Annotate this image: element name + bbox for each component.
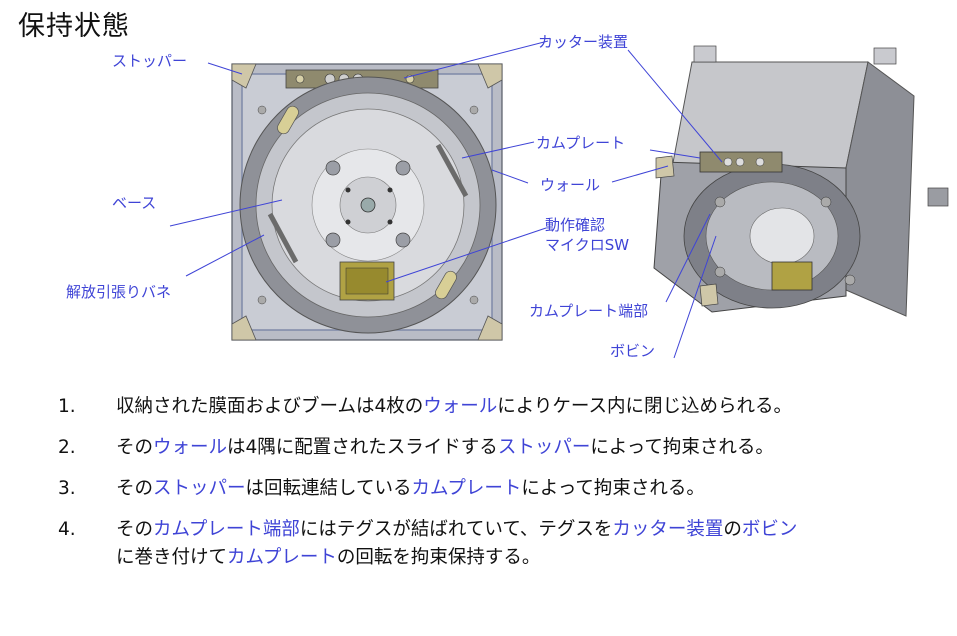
leader-stopper [207,62,243,75]
label-bobbin: ボビン [610,342,656,360]
label-cam-end: カムプレート端部 [529,302,649,320]
step-number: 3. [58,478,76,499]
step-number: 2. [58,437,76,458]
leader-switch [385,227,547,283]
leader-cam-plate-iso [649,149,701,159]
label-switch-line2: マイクロSW [545,236,630,254]
label-stopper: ストッパー [112,52,188,70]
stopper-bottom-left [231,315,257,341]
step-list: 1. 収納された膜面およびブームは4枚のウォールによりケース内に閉じ込められる。… [58,393,938,585]
front-spring-right [435,143,469,198]
page-title: 保持状態 [18,11,130,42]
step-item: 3. そのストッパーは回転連結しているカムプレートによって拘束される。 [58,475,938,503]
step-item: 1. 収納された膜面およびブームは4枚のウォールによりケース内に閉じ込められる。 [58,393,938,421]
label-cutter: カッター装置 [538,33,629,51]
front-view [231,63,503,341]
leader-base [169,199,283,227]
stopper-bottom-right [477,315,503,341]
iso-micro-switch [771,261,813,291]
step-number: 4. [58,519,76,540]
leader-cutter-front [403,40,549,79]
step-text: そのカムプレート端部にはテグスが結ばれていて、テグスをカッター装置のボビン に巻き… [116,519,798,568]
step-text: そのウォールは4隅に配置されたスライドするストッパーによって拘束される。 [116,437,774,458]
label-base: ベース [112,194,157,212]
leader-cam-plate-front [461,141,535,159]
label-spring: 解放引張りバネ [66,283,172,301]
leader-lines [169,40,723,359]
label-wall: ウォール [540,176,601,194]
leader-wall-front [491,169,529,184]
step-text: 収納された膜面およびブームは4枚のウォールによりケース内に閉じ込められる。 [116,396,792,417]
front-spring-left [267,212,299,264]
step-text: そのストッパーは回転連結しているカムプレートによって拘束される。 [116,478,705,499]
leader-cam-end [665,213,711,303]
mechanism-diagram [169,40,949,359]
stopper-top-left [231,63,257,89]
step-item: 2. そのウォールは4隅に配置されたスライドするストッパーによって拘束される。 [58,434,938,462]
step-number: 1. [58,396,76,417]
iso-side-face [845,61,915,317]
iso-view [653,45,949,317]
label-switch-line1: 動作確認 [545,216,606,234]
stopper-top-right [477,63,503,89]
label-cam-plate: カムプレート [536,134,626,152]
leader-cutter-iso [627,49,723,163]
step-item: 4. そのカムプレート端部にはテグスが結ばれていて、テグスをカッター装置のボビン… [58,516,938,572]
leader-bobbin [673,235,717,359]
leader-wall-iso [611,165,669,183]
leader-spring [185,234,265,277]
